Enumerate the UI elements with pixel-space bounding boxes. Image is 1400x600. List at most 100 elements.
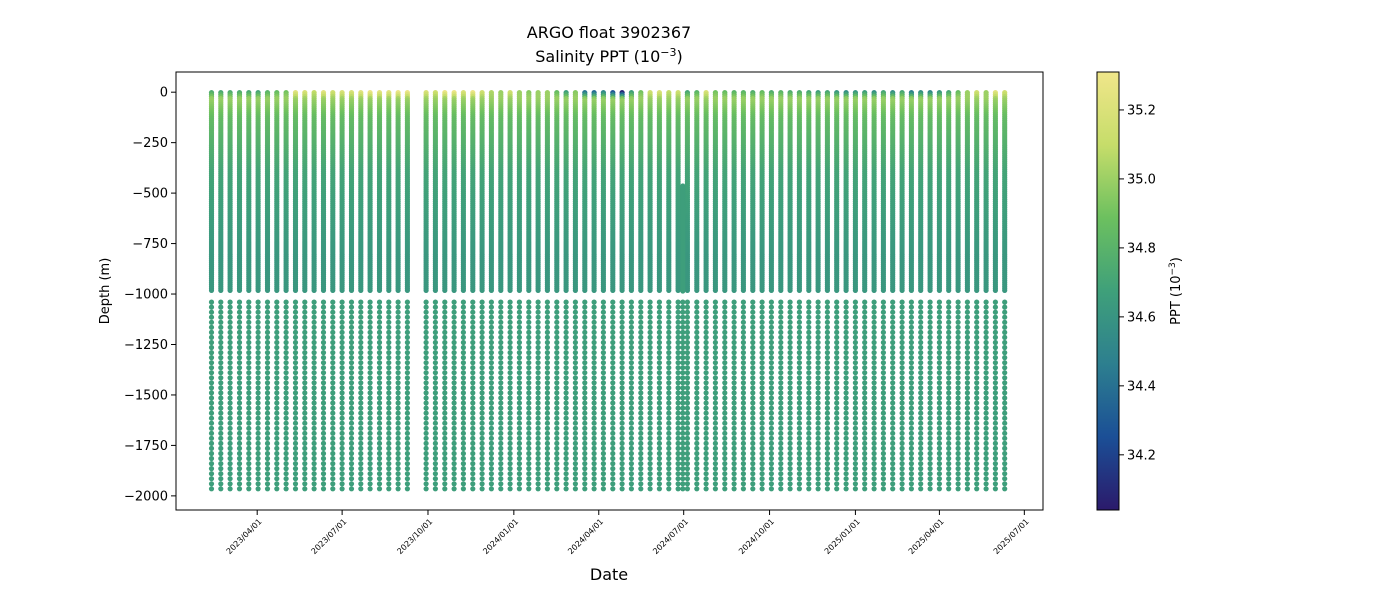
data-point [339, 304, 345, 310]
data-point [208, 324, 215, 330]
data-point [386, 471, 392, 477]
data-point [479, 471, 485, 477]
data-point [488, 287, 494, 293]
data-point [218, 350, 224, 356]
data-point [404, 299, 410, 305]
data-point [526, 334, 532, 340]
data-point [311, 410, 317, 416]
data-point [432, 400, 438, 406]
data-point [432, 461, 438, 467]
data-point [339, 355, 345, 361]
data-point [339, 410, 345, 416]
data-point [302, 350, 308, 356]
data-point [526, 405, 532, 411]
data-point [339, 415, 345, 421]
data-point [358, 471, 364, 477]
data-point [423, 360, 429, 366]
data-point [423, 344, 429, 351]
data-point [404, 365, 410, 371]
data-point [367, 380, 373, 386]
data-point [498, 461, 504, 467]
data-point [442, 400, 448, 406]
data-point [516, 466, 523, 472]
data-point [302, 400, 308, 406]
data-point [246, 319, 252, 325]
data-point [274, 461, 280, 467]
data-point [330, 355, 336, 361]
data-point [320, 425, 327, 431]
data-point [302, 430, 308, 436]
data-point [367, 430, 373, 436]
data-point [208, 435, 215, 441]
data-point [348, 365, 355, 371]
data-point [339, 450, 345, 457]
data-point [526, 430, 532, 436]
data-point [544, 324, 551, 330]
data-point [339, 385, 345, 391]
data-point [526, 344, 532, 351]
data-point [460, 385, 466, 391]
data-point [442, 410, 448, 416]
data-point [302, 370, 308, 376]
data-point [386, 360, 392, 366]
data-point [227, 435, 233, 441]
data-point [283, 304, 289, 310]
data-point [311, 360, 317, 366]
data-point [311, 450, 317, 457]
data-point [479, 329, 485, 335]
data-point [283, 344, 289, 351]
data-point [358, 466, 364, 472]
data-point [535, 375, 541, 381]
data-point [274, 329, 280, 335]
data-point [320, 324, 327, 330]
data-point [404, 360, 410, 366]
data-point [507, 339, 513, 346]
data-point [376, 370, 383, 376]
data-point [376, 455, 383, 462]
data-point [311, 339, 317, 346]
data-point [302, 287, 308, 293]
data-point [330, 445, 336, 451]
data-point [544, 309, 551, 315]
data-point [488, 400, 494, 406]
data-point [367, 319, 373, 325]
data-point [460, 355, 466, 361]
data-point [535, 425, 541, 431]
data-point [516, 344, 523, 351]
data-point [376, 385, 383, 391]
data-point [442, 339, 448, 346]
data-point [227, 304, 233, 310]
data-point [320, 390, 327, 396]
data-point [264, 334, 271, 340]
data-point [302, 385, 308, 391]
data-point [367, 390, 373, 396]
data-point [283, 420, 289, 426]
data-point [386, 365, 392, 371]
data-point [404, 319, 410, 325]
data-point [348, 360, 355, 366]
data-point [274, 304, 280, 310]
data-point [423, 334, 429, 340]
data-point [488, 415, 494, 421]
data-point [386, 375, 392, 381]
data-point [227, 380, 233, 386]
data-point [535, 380, 541, 386]
data-point [386, 390, 392, 396]
data-point [423, 390, 429, 396]
data-point [451, 314, 457, 320]
data-point [404, 410, 410, 416]
data-point [507, 350, 513, 356]
data-point [311, 476, 317, 482]
data-point [479, 395, 485, 401]
data-point [348, 420, 355, 426]
data-point [283, 314, 289, 320]
data-point [423, 350, 429, 356]
data-point [488, 370, 494, 376]
data-point [246, 375, 252, 381]
data-point [526, 380, 532, 386]
data-point [395, 440, 401, 446]
data-point [236, 287, 243, 293]
data-point [479, 455, 485, 462]
data-point [330, 476, 336, 482]
